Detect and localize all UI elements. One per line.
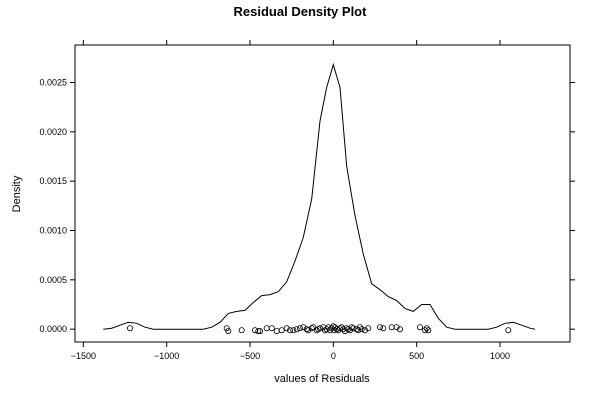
residual-point [286,327,293,334]
residual-points-series [127,323,512,335]
residual-point [296,325,303,332]
y-tick-label: 0.0020 [39,127,67,137]
residual-point [361,327,368,334]
residual-point [346,327,353,334]
residual-point [356,324,363,331]
x-tick-label: −500 [240,351,260,361]
residual-point [423,325,430,332]
residual-point [127,325,134,332]
residual-point [365,325,372,332]
x-tick-label: −1500 [71,351,96,361]
x-axis-label: values of Residuals [274,373,370,385]
residual-point [425,327,432,334]
residual-point [393,324,400,331]
residual-point [255,328,262,335]
residual-point [416,324,423,331]
residual-point [313,327,320,334]
chart-title: Residual Density Plot [234,4,368,19]
residual-point [290,327,297,334]
y-tick-label: 0.0015 [39,176,67,186]
y-axis: 0.0000 0.0005 0.0010 0.0015 0.0020 0.0025 [39,77,575,334]
residual-point [223,325,230,332]
residual-point [263,325,270,332]
residual-point [348,324,355,331]
residual-point [355,327,362,334]
plot-frame [74,44,571,343]
y-tick-label: 0.0025 [39,77,67,87]
density-line-series [103,62,536,330]
y-tick-label: 0.0000 [39,324,67,334]
residual-point [326,327,333,334]
residual-point [225,328,232,335]
y-axis-label: Density [11,175,23,212]
x-tick-label: 0 [331,351,336,361]
residual-point [505,327,512,334]
residual-point [421,327,428,334]
residual-point [358,326,365,333]
y-tick-label: 0.0010 [39,226,67,236]
density-curve [103,62,536,330]
residual-point [293,326,300,333]
residual-point [278,327,285,334]
residual-point [251,327,258,334]
residual-point [310,324,317,331]
y-tick-label: 0.0005 [39,275,67,285]
residual-point [308,325,315,332]
residual-point [333,326,340,333]
residual-point [238,327,245,334]
residual-point [305,327,312,334]
residual-point [283,325,290,332]
residual-point [376,324,383,331]
residual-point [256,328,263,335]
residual-point [316,325,323,332]
x-tick-label: −1000 [154,351,179,361]
x-tick-label: 1000 [490,351,510,361]
residual-point [396,326,403,333]
residual-point [380,325,387,332]
residual-point [268,325,275,332]
residual-point [300,324,307,331]
x-tick-label: 500 [409,351,424,361]
residual-point [273,328,280,335]
x-axis: −1500 −1000 −500 0 500 1000 [71,40,510,361]
residual-point [350,325,357,332]
residual-point [388,324,395,331]
